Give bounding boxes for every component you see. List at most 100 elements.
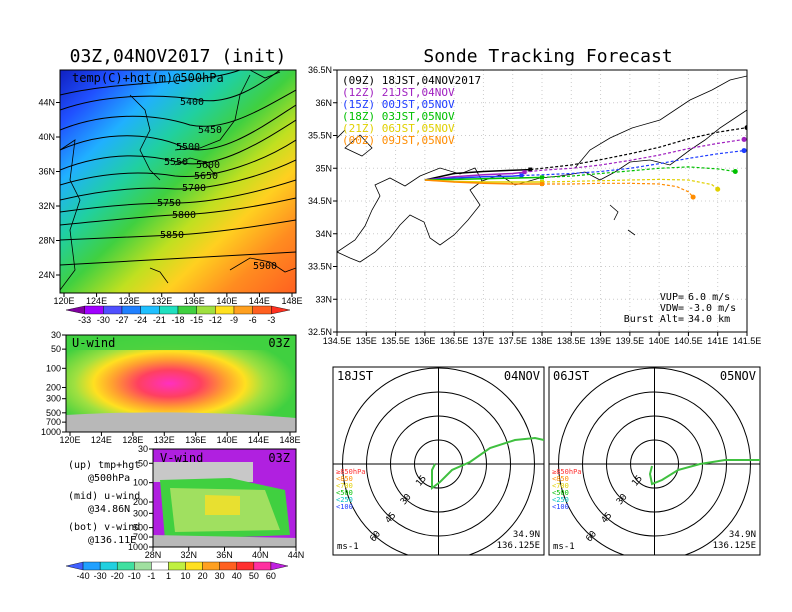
map-y-ticks: 24N 28N 32N 36N 40N 44N (38, 98, 60, 280)
v-x-tick: 36N (216, 550, 233, 560)
u-x-tick: 144E (248, 435, 269, 445)
contour-label: 5750 (157, 198, 181, 209)
track-burst-marker (540, 175, 544, 180)
track-panel: 134.5E 135E 135.5E 136E 136.5E 137E 137.5E 138E… (308, 65, 761, 346)
coastlines (60, 70, 296, 291)
track-line-dashed (521, 150, 745, 177)
level-legend: ≥850hPa (552, 468, 582, 476)
track-x-tick: 137.5E (498, 336, 527, 346)
level-legend: <850 (336, 475, 353, 483)
map-x-ticks: 120E 124E 128E 132E 136E 140E 144E 148E (53, 293, 303, 306)
colorbar-label: -30 (94, 571, 107, 581)
track-x-tick: 135E (356, 336, 377, 346)
u-x-tick: 132E (154, 435, 175, 445)
track-x-tick: 138E (531, 336, 552, 346)
u-y-tick: 50 (51, 344, 61, 354)
track-x-tick: 140E (649, 336, 670, 346)
legend-entry: (15Z) 00JST,05NOV (342, 98, 455, 111)
v-y-tick: 30 (138, 444, 148, 454)
colorbar-label: -27 (115, 315, 128, 325)
colorbar-swatch (151, 561, 169, 571)
v-x-tick: 40N (252, 550, 269, 560)
track-x-tick: 141.5E (733, 336, 762, 346)
param-value: -3.0 m/s (688, 303, 736, 314)
track-line-dashed (530, 127, 747, 171)
map-y-tick: 40N (38, 132, 55, 142)
colorbar-swatch (140, 305, 160, 315)
u-wind-label: U-wind (72, 336, 115, 350)
hodograph-trace (648, 459, 760, 486)
map-y-tick: 36N (38, 167, 55, 177)
hodograph-time: 06JST (553, 369, 589, 383)
u-x-tick: 120E (59, 435, 80, 445)
legend-entry: (00Z) 09JST,05NOV (342, 134, 455, 147)
track-y-tick: 36.5N (308, 65, 332, 75)
track-y-tick: 33.5N (308, 262, 332, 272)
colorbar-label: -9 (230, 315, 238, 325)
colorbar-label: -21 (153, 315, 166, 325)
legend-entry: (12Z) 21JST,04NOV (342, 86, 455, 99)
track-y-tick: 34.5N (308, 196, 332, 206)
right-title: Sonde Tracking Forecast (423, 46, 672, 67)
left-title: 03Z,04NOV2017 (init) (70, 46, 287, 67)
colorbar-swatch (82, 561, 101, 571)
level-legend: <500 (336, 489, 353, 497)
colorbar-swatch (185, 561, 203, 571)
track-x-tick: 141E (707, 336, 728, 346)
hodograph-unit: ms-1 (553, 542, 575, 552)
colorbar-swatch (117, 561, 135, 571)
track-params: VUP= 6.0 m/s VDW= -3.0 m/s Burst Alt= 34.0 km (624, 292, 736, 325)
colorbar-label: -1 (147, 571, 155, 581)
u-y-tick: 300 (46, 394, 61, 404)
level-legend: <100 (552, 503, 569, 511)
track-x-tick: 140.5E (674, 336, 703, 346)
hodograph-lon: 136.125E (497, 541, 540, 551)
u-wind-time: 03Z (268, 336, 290, 350)
track-y-tick: 33N (315, 294, 332, 304)
track-y-tick: 35N (315, 163, 332, 173)
track-line-solid (424, 171, 525, 181)
u-x-tick: 136E (185, 435, 206, 445)
hodograph-unit: ms-1 (337, 542, 359, 552)
u-x-ticks: 120E 124E 128E 132E 136E 140E 144E 148E (59, 432, 301, 445)
track-series (424, 125, 747, 200)
track-x-tick: 135.5E (381, 336, 410, 346)
colorbar-swatch (233, 305, 253, 315)
colorbar-label: 40 (232, 571, 242, 581)
colorbar-label: -6 (249, 315, 257, 325)
track-x-tick: 134.5E (323, 336, 352, 346)
track-landing-point (732, 169, 738, 175)
track-x-tick: 136.5E (440, 336, 469, 346)
legend-entry: (09Z) 18JST,04NOV2017 (342, 74, 481, 87)
colorbar-label: 60 (266, 571, 276, 581)
track-burst-marker (522, 170, 527, 175)
track-burst-marker (540, 181, 544, 186)
description-line: @34.86N (88, 504, 130, 515)
level-legend: <500 (552, 489, 569, 497)
track-burst-marker (519, 173, 524, 178)
track-line-dashed (541, 178, 719, 190)
contour-label: 5450 (198, 125, 222, 136)
track-line-dashed (524, 138, 745, 173)
colorbar-label: 10 (181, 571, 191, 581)
track-landing-point (741, 148, 747, 154)
track-x-tick: 138.5E (557, 336, 586, 346)
map-x-tick: 120E (53, 296, 74, 306)
map-frame (59, 69, 297, 294)
track-line-solid (424, 176, 543, 181)
colorbar-label: -30 (97, 315, 110, 325)
colorbar-swatch (196, 305, 216, 315)
hodograph-lon: 136.125E (713, 541, 756, 551)
level-legend: <700 (336, 482, 353, 490)
track-line-solid (424, 174, 522, 181)
v-y-tick: 1000 (128, 542, 148, 552)
hodograph-date: 05NOV (720, 369, 756, 383)
legend-entry: (21Z) 06JST,05NOV (342, 122, 455, 135)
terrain-mask (66, 412, 296, 432)
level-legend: <700 (552, 482, 569, 490)
colorbar-swatch (253, 561, 272, 571)
colorbar-swatch (99, 561, 118, 571)
